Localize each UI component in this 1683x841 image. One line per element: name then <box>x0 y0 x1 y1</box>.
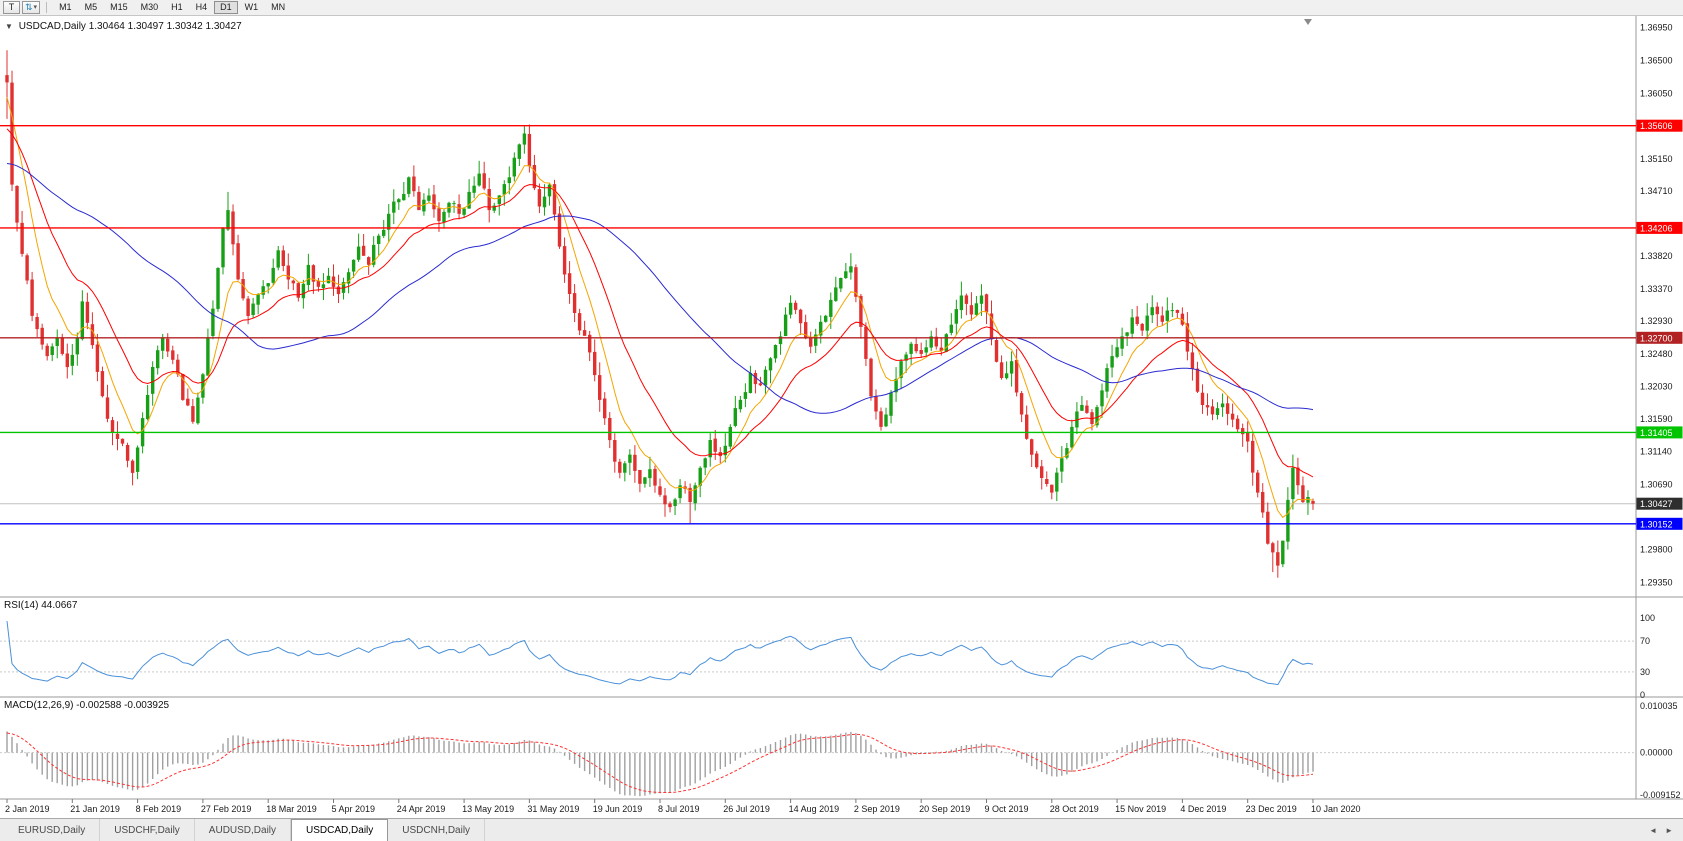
slow-ma-line <box>6 163 1314 414</box>
collapse-arrow-icon: ▼ <box>5 22 13 31</box>
timeframe-button-d1[interactable]: D1 <box>214 1 238 14</box>
chart-ohlc-label: 1.30464 1.30497 1.30342 1.30427 <box>88 21 242 32</box>
timeframe-button-m30[interactable]: M30 <box>135 1 165 14</box>
time-axis-label: 15 Nov 2019 <box>1115 804 1167 814</box>
svg-text:1.31140: 1.31140 <box>1640 447 1672 457</box>
chart-tab-bar: EURUSD,Daily USDCHF,Daily AUDUSD,Daily USDC… <box>0 818 1683 841</box>
tab-scroll-left-icon[interactable]: ◄ <box>1649 825 1658 835</box>
svg-text:0.00000: 0.00000 <box>1640 748 1673 758</box>
time-axis-label: 14 Aug 2019 <box>788 804 840 814</box>
time-axis[interactable]: 2 Jan 2019 21 Jan 2019 8 Feb 2019 27 Feb 20… <box>0 799 1683 818</box>
tab-usdchf-daily[interactable]: USDCHF,Daily <box>100 819 195 841</box>
timeframe-button-mn[interactable]: MN <box>265 1 291 14</box>
rsi-panel: 100 70 30 0 <box>0 613 1655 700</box>
chevron-down-icon: ▾ <box>33 4 38 11</box>
price-axis[interactable]: 1.36950 1.36500 1.36050 1.35150 1.34710 1.338… <box>1640 23 1673 588</box>
svg-text:1.33370: 1.33370 <box>1640 284 1673 294</box>
svg-text:1.36050: 1.36050 <box>1640 88 1673 98</box>
macd-indicator-label: MACD(12,26,9) -0.002588 -0.003925 <box>4 700 170 711</box>
chart-title: ▼ USDCAD,Daily 1.30464 1.30497 1.30342 1… <box>5 21 242 32</box>
timeframe-button-m15[interactable]: M15 <box>104 1 134 14</box>
time-axis-label: 28 Oct 2019 <box>1049 804 1099 814</box>
tab-usdcnh-daily[interactable]: USDCNH,Daily <box>388 819 486 841</box>
panel-borders <box>0 16 1683 800</box>
swap-arrows-icon: ⇅ <box>25 2 33 12</box>
svg-text:-0.009152: -0.009152 <box>1640 790 1681 800</box>
svg-text:1.32030: 1.32030 <box>1640 382 1673 392</box>
time-axis-label: 9 Oct 2019 <box>984 804 1029 814</box>
time-axis-label: 18 Mar 2019 <box>266 804 317 814</box>
svg-text:1.30427: 1.30427 <box>1640 499 1673 509</box>
time-axis-ticks <box>6 799 1314 803</box>
svg-text:1.35606: 1.35606 <box>1640 121 1673 131</box>
svg-text:1.31590: 1.31590 <box>1640 414 1673 424</box>
rsi-line <box>6 621 1314 686</box>
time-axis-label: 21 Jan 2019 <box>70 804 120 814</box>
time-axis-label: 4 Dec 2019 <box>1180 804 1227 814</box>
chart-shift-marker-icon[interactable] <box>1303 19 1312 25</box>
candles-series <box>5 50 1315 578</box>
chart-tabs: EURUSD,Daily USDCHF,Daily AUDUSD,Daily USDC… <box>4 819 486 841</box>
timeframe-button-h4[interactable]: H4 <box>190 1 214 14</box>
svg-text:1.32930: 1.32930 <box>1640 316 1673 326</box>
tab-usdcad-daily[interactable]: USDCAD,Daily <box>291 819 389 841</box>
tab-scroll-controls: ◄ ► <box>1649 819 1683 841</box>
time-axis-label: 26 Jul 2019 <box>723 804 770 814</box>
time-axis-label: 13 May 2019 <box>462 804 515 814</box>
svg-text:1.34710: 1.34710 <box>1640 186 1673 196</box>
horizontal-line-objects[interactable]: 1.35606 1.34206 1.32700 1.31405 1.30152 1.304… <box>0 119 1683 530</box>
tab-audusd-daily[interactable]: AUDUSD,Daily <box>195 819 292 841</box>
svg-text:70: 70 <box>1640 636 1650 646</box>
tab-scroll-right-icon[interactable]: ► <box>1665 825 1673 835</box>
chart-symbol-label: USDCAD,Daily <box>18 21 86 32</box>
time-axis-label: 8 Feb 2019 <box>135 804 182 814</box>
time-axis-label: 10 Jan 2020 <box>1310 804 1361 814</box>
time-axis-label: 2 Sep 2019 <box>853 804 900 814</box>
tab-eurusd-daily[interactable]: EURUSD,Daily <box>4 819 101 841</box>
time-axis-label: 8 Jul 2019 <box>657 804 700 814</box>
time-axis-label: 24 Apr 2019 <box>396 804 446 814</box>
svg-text:1.29800: 1.29800 <box>1640 545 1673 555</box>
timeframe-toolbar: M1 M5 M15 M30 H1 H4 D1 W1 MN <box>53 1 291 14</box>
chart-canvas[interactable]: 1.35606 1.34206 1.32700 1.31405 1.30152 1.304… <box>0 0 1683 803</box>
time-axis-label: 2 Jan 2019 <box>5 804 50 814</box>
macd-panel: 0.010035 0.00000 -0.009152 <box>0 701 1681 800</box>
macd-signal-line <box>6 732 1314 793</box>
time-axis-label: 19 Jun 2019 <box>592 804 643 814</box>
svg-text:30: 30 <box>1640 667 1650 677</box>
svg-text:0: 0 <box>1640 690 1645 700</box>
time-axis-label: 5 Apr 2019 <box>331 804 376 814</box>
svg-text:1.30152: 1.30152 <box>1640 519 1673 529</box>
text-tool-button[interactable]: T <box>3 1 20 14</box>
svg-text:0.010035: 0.010035 <box>1640 701 1678 711</box>
svg-text:1.29350: 1.29350 <box>1640 577 1673 587</box>
svg-text:1.34206: 1.34206 <box>1640 223 1673 233</box>
svg-text:1.35150: 1.35150 <box>1640 154 1673 164</box>
timeframe-button-h1[interactable]: H1 <box>165 1 189 14</box>
time-axis-label: 20 Sep 2019 <box>919 804 971 814</box>
timeframe-button-m5[interactable]: M5 <box>79 1 104 14</box>
toolbar-separator <box>46 2 48 13</box>
svg-text:1.36500: 1.36500 <box>1640 56 1673 66</box>
svg-text:1.33820: 1.33820 <box>1640 251 1673 261</box>
time-axis-label: 27 Feb 2019 <box>200 804 252 814</box>
svg-text:1.30690: 1.30690 <box>1640 480 1673 490</box>
svg-text:1.32480: 1.32480 <box>1640 349 1673 359</box>
cycle-symbols-button[interactable]: ⇅ ▾ <box>22 1 41 14</box>
rsi-indicator-label: RSI(14) 44.0667 <box>4 600 78 611</box>
medium-ma-line <box>6 128 1314 478</box>
svg-text:1.32700: 1.32700 <box>1640 333 1673 343</box>
svg-text:1.36950: 1.36950 <box>1640 23 1673 33</box>
timeframe-button-m1[interactable]: M1 <box>53 1 78 14</box>
time-axis-label: 31 May 2019 <box>527 804 580 814</box>
fast-ma-line <box>6 96 1314 519</box>
svg-text:100: 100 <box>1640 613 1655 623</box>
time-axis-label: 23 Dec 2019 <box>1245 804 1297 814</box>
svg-text:1.31405: 1.31405 <box>1640 428 1673 438</box>
timeframe-button-w1[interactable]: W1 <box>239 1 265 14</box>
chart-toolbar: T ⇅ ▾ M1 M5 M15 M30 H1 H4 D1 W1 MN <box>0 0 1683 16</box>
